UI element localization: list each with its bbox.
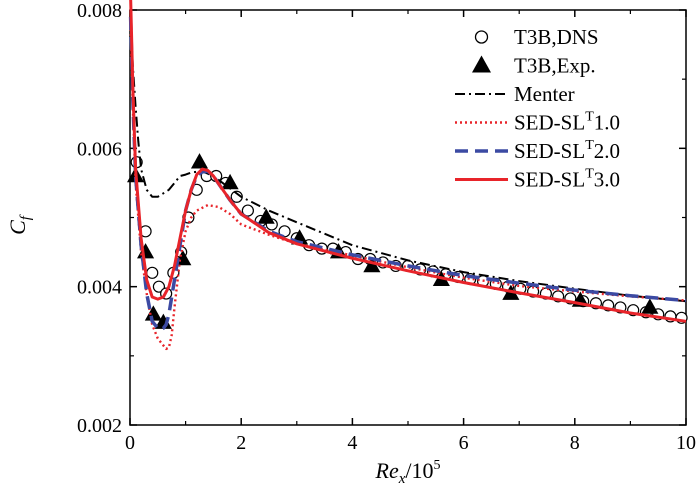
y-axis-title-sub: f (18, 214, 34, 220)
y-tick-label: 0.006 (77, 138, 122, 160)
legend-label-sup: T (585, 167, 594, 182)
x-axis-title: Rex/105 (375, 458, 441, 483)
exp-point (144, 305, 162, 321)
legend-label: SED-SLT2.0 (514, 138, 620, 163)
dns-point (278, 225, 291, 238)
plot-frame (129, 9, 687, 426)
x-tick-label: 6 (459, 432, 469, 454)
series-line (129, 16, 687, 303)
legend-label: T3B,DNS (514, 25, 599, 49)
legend-marker-triangle (472, 55, 491, 73)
x-axis-title-sub: x (398, 471, 406, 483)
legend-label-main: Menter (514, 82, 575, 106)
x-axis-title-sup: 5 (434, 458, 441, 473)
exp-point (257, 208, 275, 224)
exp-point (641, 298, 659, 314)
legend-label-sup: T (585, 138, 594, 153)
x-tick-label: 0 (125, 432, 135, 454)
plot-area (129, 9, 687, 426)
legend-label: SED-SLT1.0 (514, 110, 620, 135)
legend: T3B,DNST3B,Exp.MenterSED-SLT1.0SED-SLT2.… (455, 25, 620, 192)
y-tick-label: 0.002 (77, 415, 122, 437)
legend-label-main: SED-SL (514, 168, 585, 192)
series-5 (129, 0, 687, 323)
series-layer (127, 0, 688, 351)
axis-ticks: 0 2 4 6 8 10 0.002 0.004 0.006 0.008 (77, 0, 696, 454)
exp-point (190, 153, 209, 169)
dns-point (241, 204, 254, 217)
series-line (128, 16, 687, 332)
legend-marker-circle (474, 30, 489, 44)
legend-label-main: T3B,DNS (514, 25, 599, 49)
x-tick-label: 8 (570, 432, 580, 454)
dns-point (152, 280, 166, 293)
legend-label-sup: T (585, 110, 594, 125)
legend-label: T3B,Exp. (514, 54, 596, 78)
legend-label-tail: 2.0 (594, 139, 620, 163)
y-axis-title-base: C (5, 220, 30, 235)
x-tick-label: 4 (347, 432, 357, 454)
series-4 (128, 16, 687, 332)
series-line (129, 0, 687, 323)
y-tick-label: 0.004 (77, 277, 122, 299)
legend-label-main: SED-SL (514, 139, 585, 163)
series-line (129, 23, 687, 351)
x-axis-title-rest: /10 (405, 458, 433, 483)
legend-label-tail: 1.0 (594, 111, 620, 135)
x-axis-title-base: Re (375, 458, 399, 483)
y-tick-label: 0.008 (77, 0, 122, 22)
series-3 (129, 23, 687, 351)
y-axis-title: Cf (5, 214, 34, 235)
legend-label: SED-SLT3.0 (514, 167, 620, 192)
legend-label-main: SED-SL (514, 111, 585, 135)
x-tick-label: 10 (676, 432, 696, 454)
series-2 (129, 16, 687, 303)
exp-point (363, 256, 381, 273)
legend-label: Menter (514, 82, 575, 106)
legend-label-tail: 3.0 (594, 168, 620, 192)
dns-point (146, 266, 159, 279)
legend-label-main: T3B,Exp. (514, 54, 596, 78)
x-tick-label: 2 (236, 432, 246, 454)
